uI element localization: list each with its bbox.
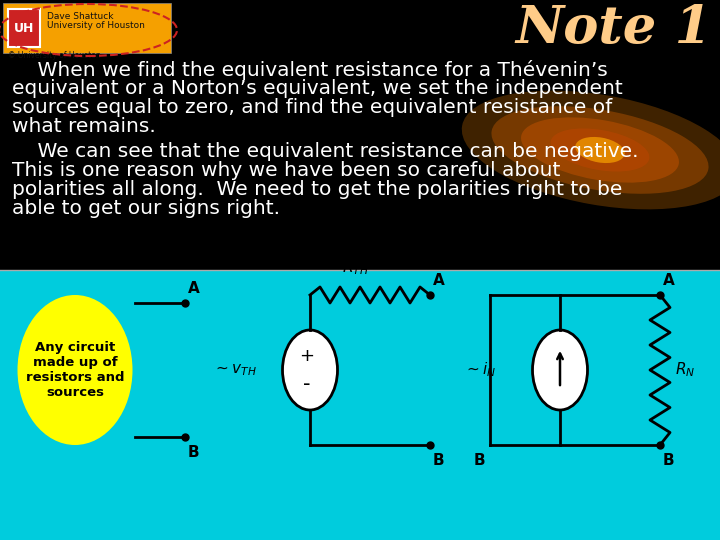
Ellipse shape [521, 117, 679, 183]
Text: polarities all along.  We need to get the polarities right to be: polarities all along. We need to get the… [12, 180, 622, 199]
Text: $\sim v_{TH}$: $\sim v_{TH}$ [213, 362, 257, 378]
Text: UH: UH [14, 22, 34, 35]
Bar [0, 0, 720, 270]
Ellipse shape [551, 129, 649, 172]
Text: sources equal to zero, and find the equivalent resistance of: sources equal to zero, and find the equi… [12, 98, 612, 117]
Text: We can see that the equivalent resistance can be negative.: We can see that the equivalent resistanc… [12, 142, 639, 161]
Text: A: A [188, 281, 199, 296]
Text: -: - [303, 374, 311, 394]
Text: Dave Shattuck: Dave Shattuck [47, 12, 114, 21]
Ellipse shape [17, 295, 132, 445]
Text: B: B [473, 453, 485, 468]
Text: A: A [663, 273, 675, 288]
Text: University of Houston: University of Houston [47, 21, 145, 30]
Text: When we find the equivalent resistance for a Thévenin’s: When we find the equivalent resistance f… [12, 60, 608, 80]
Ellipse shape [462, 91, 720, 210]
Text: B: B [433, 453, 445, 468]
Text: $\sim i_N$: $\sim i_N$ [464, 361, 496, 379]
Ellipse shape [575, 137, 625, 163]
Bar [3, 3, 171, 53]
Text: Note 1: Note 1 [516, 3, 712, 54]
Text: This is one reason why we have been so careful about: This is one reason why we have been so c… [12, 161, 560, 180]
Text: $R_N$: $R_N$ [675, 361, 696, 379]
Text: B: B [663, 453, 675, 468]
Text: A: A [433, 273, 445, 288]
Ellipse shape [533, 330, 588, 410]
Bar [8, 9, 40, 47]
Text: equivalent or a Norton’s equivalent, we set the independent: equivalent or a Norton’s equivalent, we … [12, 79, 623, 98]
Ellipse shape [492, 106, 708, 194]
Text: Any circuit
made up of
resistors and
sources: Any circuit made up of resistors and sou… [26, 341, 125, 399]
Text: able to get our signs right.: able to get our signs right. [12, 199, 280, 218]
Ellipse shape [282, 330, 338, 410]
Text: $R_{TH}$: $R_{TH}$ [341, 258, 369, 277]
Text: © University of Houston: © University of Houston [8, 51, 101, 60]
Text: what remains.: what remains. [12, 117, 156, 136]
Text: B: B [188, 445, 199, 460]
Text: +: + [300, 347, 315, 365]
Bar [0, 270, 720, 540]
